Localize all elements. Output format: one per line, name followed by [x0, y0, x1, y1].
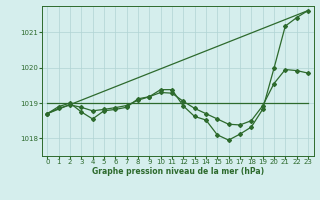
X-axis label: Graphe pression niveau de la mer (hPa): Graphe pression niveau de la mer (hPa)	[92, 167, 264, 176]
